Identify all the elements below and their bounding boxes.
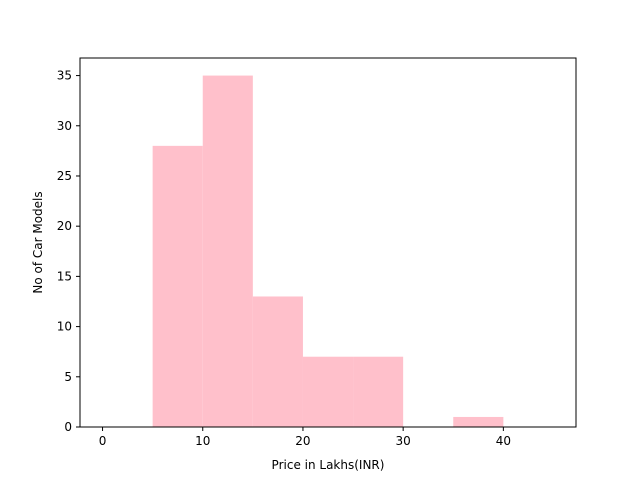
y-tick-label: 35 — [57, 69, 72, 83]
histogram-bar-20-25 — [302, 356, 354, 427]
x-tick-label: 40 — [496, 434, 511, 448]
histogram-bar-15-20 — [252, 296, 303, 427]
y-tick-label: 30 — [57, 119, 72, 133]
plot-frame — [79, 57, 577, 428]
y-tick-label: 25 — [57, 169, 72, 183]
y-tick-label: 20 — [57, 219, 72, 233]
y-tick-label: 15 — [57, 269, 72, 283]
x-axis-ticks: 0 10 20 30 40 — [99, 427, 511, 448]
y-tick-label: 5 — [64, 370, 72, 384]
histogram-bar-10-15 — [202, 75, 253, 428]
x-tick-label: 20 — [295, 434, 310, 448]
x-tick-label: 30 — [396, 434, 411, 448]
y-tick-label: 0 — [64, 420, 72, 434]
x-tick-label: 10 — [195, 434, 210, 448]
y-axis-ticks: 0 5 10 15 20 25 30 35 — [57, 69, 80, 434]
histogram-bar-5-10 — [152, 145, 203, 427]
y-tick-label: 10 — [57, 320, 72, 334]
x-tick-label: 0 — [99, 434, 107, 448]
histogram-bar-25-30 — [353, 356, 404, 427]
x-axis-label: Price in Lakhs(INR) — [272, 458, 385, 472]
bars-group — [152, 75, 504, 428]
histogram-bar-35-40 — [453, 416, 504, 427]
y-axis-label: No of Car Models — [31, 191, 45, 293]
